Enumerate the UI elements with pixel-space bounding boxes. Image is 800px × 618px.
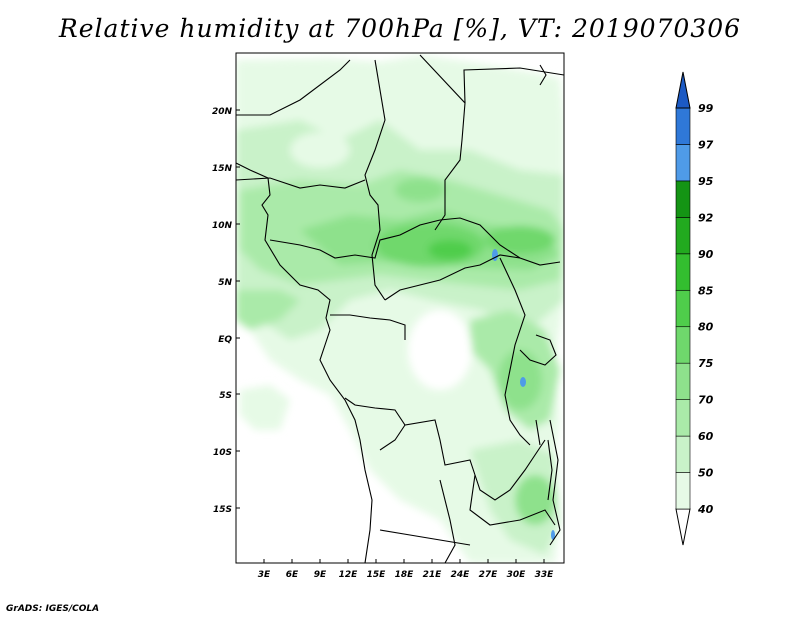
colorbar-label: 85: [698, 284, 714, 297]
map-title: Relative humidity at 700hPa [%], VT: 201…: [58, 14, 742, 43]
lon-label-30e: 30E: [507, 570, 527, 580]
lat-ticks: [236, 109, 240, 509]
colorbar-label: 95: [698, 175, 714, 188]
colorbar-label: 90: [698, 248, 714, 261]
humidity-spot-97a: [492, 249, 498, 261]
lon-label-9e: 9E: [314, 570, 327, 580]
colorbar-segment: [675, 107, 691, 145]
lat-label-20n: 20N: [212, 107, 233, 117]
dry-area-congo: [408, 310, 472, 390]
colorbar-label: 97: [698, 138, 714, 151]
lat-label-15s: 15S: [213, 505, 232, 515]
lon-label-24e: 24E: [451, 570, 471, 580]
colorbar-label: 60: [698, 430, 714, 443]
colorbar-segment: [675, 435, 691, 473]
lat-labels: 20N 15N 10N 5N EQ 5S 10S 15S: [212, 107, 233, 515]
lon-labels: 3E 6E 9E 12E 15E 18E 21E 24E 27E 30E 33E: [258, 570, 554, 580]
colorbar-segment: [675, 217, 691, 255]
lon-label-12e: 12E: [339, 570, 359, 580]
lon-label-18e: 18E: [395, 570, 415, 580]
colorbar-upper-triangle: [675, 71, 691, 109]
colorbar-segment: [675, 326, 691, 364]
lat-label-15n: 15N: [212, 164, 233, 174]
map-frame: [235, 52, 565, 564]
colorbar-segment: [675, 144, 691, 182]
lon-label-6e: 6E: [286, 570, 299, 580]
lat-label-eq: EQ: [218, 335, 232, 345]
colorbar-label: 40: [697, 503, 714, 516]
humidity-core-east: [498, 350, 542, 410]
humidity-area-southwest: [240, 385, 290, 430]
lon-label-27e: 27E: [479, 570, 499, 580]
lat-label-10n: 10N: [212, 221, 233, 231]
dry-area-sahara: [290, 132, 350, 168]
humidity-core-southeast: [515, 475, 555, 525]
colorbar-label: 50: [698, 467, 714, 480]
humidity-area-southeast: [470, 440, 560, 555]
country-borders: [236, 54, 564, 563]
colorbar-segment: [675, 472, 691, 510]
humidity-spot-97c: [551, 530, 555, 540]
humidity-core-85c: [395, 178, 445, 202]
colorbar-segment: [675, 253, 691, 291]
colorbar-label: 92: [698, 211, 714, 224]
colorbar-segment: [675, 180, 691, 218]
lon-label-21e: 21E: [423, 570, 443, 580]
humidity-spot-97b: [520, 377, 526, 387]
colorbar: 40 50 60 70 75 80 85 90 92 95 97 99: [675, 71, 714, 546]
lat-label-10s: 10S: [213, 448, 232, 458]
lat-label-5n: 5N: [218, 278, 232, 288]
colorbar-segment: [675, 362, 691, 400]
colorbar-label: 99: [698, 102, 714, 115]
colorbar-label: 70: [698, 394, 714, 407]
colorbar-label: 75: [698, 357, 714, 370]
humidity-field: [236, 53, 564, 563]
lon-label-15e: 15E: [367, 570, 387, 580]
colorbar-segment: [675, 289, 691, 328]
lat-label-5s: 5S: [219, 391, 232, 401]
lon-label-33e: 33E: [535, 570, 555, 580]
colorbar-lower-triangle: [675, 508, 691, 546]
colorbar-segment: [675, 399, 691, 437]
lon-label-3e: 3E: [258, 570, 271, 580]
humidity-core-90: [428, 240, 472, 260]
lon-ticks: [263, 559, 545, 563]
grads-credit: GrADS: IGES/COLA: [6, 604, 100, 614]
humidity-area-south-70: [236, 290, 300, 330]
colorbar-label: 80: [698, 321, 714, 334]
